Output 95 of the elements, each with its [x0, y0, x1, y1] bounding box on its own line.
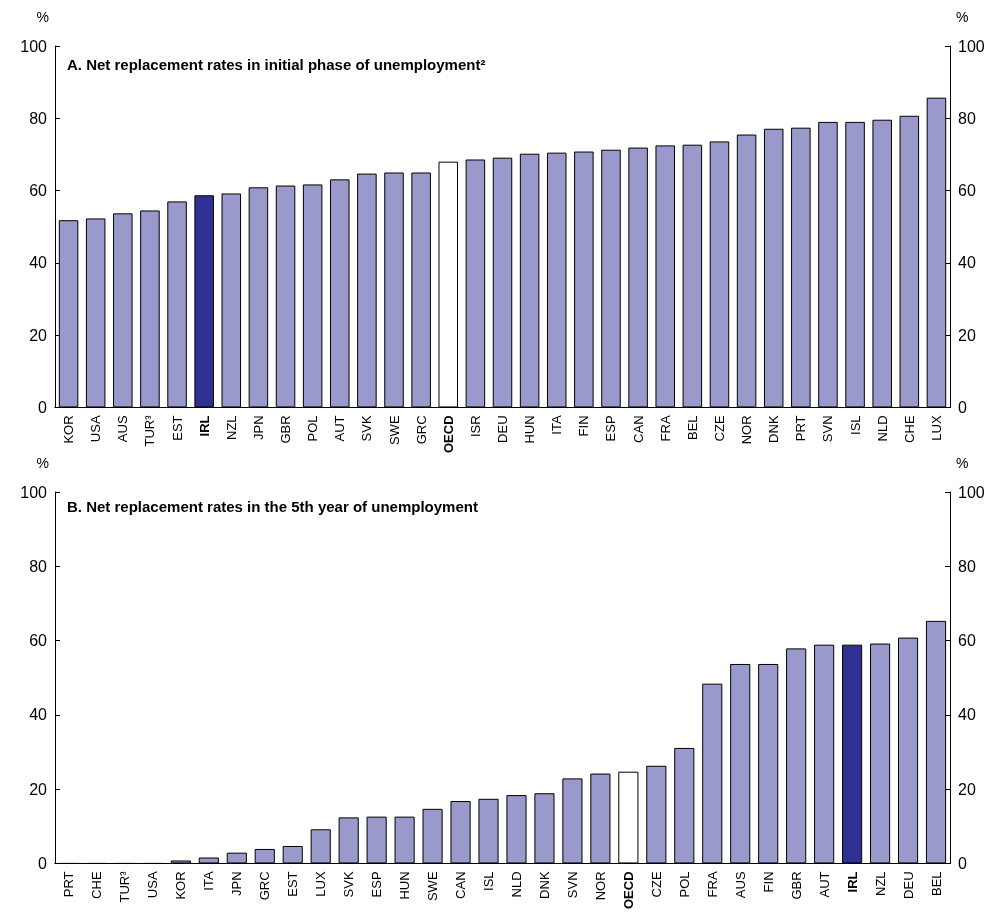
y2-axis-title: % [956, 9, 969, 25]
x-tick-label: EST [285, 871, 301, 897]
x-tick-label: PRT [793, 415, 809, 442]
y2-tick-label: 80 [958, 557, 976, 575]
y2-tick-label: 20 [958, 326, 976, 344]
x-tick-label: JPN [250, 415, 266, 440]
x-tick-label: USA [88, 415, 104, 443]
x-tick-label: ISL [481, 871, 497, 891]
y-tick-label: 20 [29, 326, 48, 344]
x-tick-label: NLD [874, 415, 890, 442]
x-tick-label: GRC [413, 415, 429, 445]
x-tick-label: NOR [739, 415, 755, 445]
x-tick-label: SWE [425, 871, 441, 902]
y-tick-label: 40 [29, 254, 48, 272]
y2-tick-label: 40 [958, 254, 976, 272]
text: A. Net replacement rates in initial phase of unemployment² [67, 56, 486, 73]
x-tick-label: CHE [901, 415, 917, 443]
x-tick-label: AUS [115, 415, 131, 443]
x-tick-label: GBR [278, 415, 294, 444]
x-tick-label: CZE [711, 415, 727, 442]
y2-tick-label: 0 [958, 398, 967, 416]
x-tick-label: GRC [257, 871, 273, 901]
y-tick-label: 80 [29, 109, 48, 127]
x-tick-label: USA [145, 871, 161, 899]
y-tick-label: 60 [29, 632, 48, 650]
x-tick-label: IRL [844, 871, 860, 893]
x-tick-label: FIN [576, 415, 592, 437]
x-tick-label: NOR [592, 871, 608, 901]
x-tick-label: ESP [603, 415, 619, 442]
chart-title: B. Net replacement rates in the 5th year of unemployment [67, 498, 478, 515]
x-tick-label: AUT [816, 871, 832, 898]
x-tick-label: DNK [766, 415, 782, 443]
y2-tick-label: 60 [958, 182, 976, 200]
x-tick-label: TUR³ [142, 414, 158, 447]
x-tick-label: CAN [630, 415, 646, 443]
x-tick-label: KOR [61, 415, 77, 444]
x-tick-label: BEL [684, 415, 700, 441]
x-tick-label: HUN [397, 871, 413, 900]
y-tick-label: 0 [38, 398, 48, 416]
x-tick-label: LUX [313, 871, 329, 897]
x-tick-label: SVN [564, 871, 580, 899]
x-tick-label: FRA [704, 871, 720, 898]
x-tick-label: JPN [229, 871, 245, 896]
x-tick-label: ISL [847, 415, 863, 435]
x-tick-label: NZL [223, 415, 239, 440]
y-tick-label: 80 [29, 557, 48, 575]
x-tick-label: AUS [732, 871, 748, 899]
y2-tick-label: 0 [958, 854, 967, 872]
x-tick-label: DEU [495, 415, 510, 443]
x-tick-label: DEU [900, 871, 916, 899]
x-tick-label: SVK [359, 415, 375, 442]
y2-tick-label: 60 [958, 632, 976, 650]
y-tick-label: 60 [29, 182, 48, 200]
x-tick-label: EST [169, 415, 185, 441]
y2-tick-label: 100 [958, 37, 985, 55]
x-tick-label: HUN [522, 415, 538, 444]
x-tick-label: FRA [657, 415, 673, 442]
x-tick-label: ESP [369, 871, 385, 898]
x-tick-label: TUR³ [117, 870, 133, 903]
y-axis-title: % [36, 9, 49, 25]
x-tick-label: SVN [820, 415, 836, 443]
x-tick-label: POL [305, 415, 321, 442]
x-tick-label: CHE [89, 871, 105, 899]
x-tick-label: ITA [549, 415, 565, 435]
x-tick-label: IRL [196, 415, 212, 437]
x-tick-label: NLD [508, 871, 524, 898]
y2-axis-title: % [956, 455, 969, 471]
x-tick-label: KOR [173, 871, 189, 900]
x-tick-label: OECD [620, 871, 636, 909]
x-tick-label: POL [676, 871, 692, 898]
x-tick-label: CAN [453, 871, 469, 899]
x-tick-label: FIN [760, 871, 776, 893]
x-tick-label: GBR [788, 871, 804, 900]
x-tick-label: ITA [201, 871, 217, 891]
x-tick-label: PRT [61, 871, 77, 898]
y-tick-label: 40 [29, 706, 48, 724]
y-tick-label: 100 [20, 37, 48, 55]
y2-tick-label: 20 [958, 780, 976, 798]
y-tick-label: 0 [38, 854, 48, 872]
x-tick-label: ISR [467, 415, 483, 438]
x-tick-label: AUT [332, 415, 348, 442]
x-tick-label: DNK [536, 871, 552, 899]
x-tick-label: NZL [872, 871, 888, 896]
x-tick-label: SWE [386, 415, 402, 446]
x-tick-label: BEL [928, 871, 944, 897]
x-tick-label: CZE [648, 871, 664, 898]
x-tick-label: OECD [440, 415, 456, 453]
y2-tick-label: 80 [958, 109, 976, 127]
x-tick-label: SVK [341, 871, 357, 898]
y-tick-label: 100 [20, 483, 48, 501]
x-tick-label: LUX [928, 415, 944, 441]
y2-tick-label: 100 [958, 483, 985, 501]
y2-tick-label: 40 [958, 706, 976, 724]
y-tick-label: 20 [29, 780, 48, 798]
y-axis-title: % [36, 455, 49, 471]
